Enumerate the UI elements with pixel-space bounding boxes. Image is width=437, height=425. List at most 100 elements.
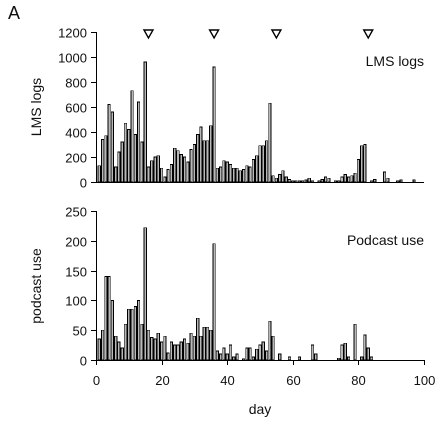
lms-bar — [294, 180, 298, 183]
lms-bar — [310, 180, 315, 183]
podcast-bar — [156, 332, 160, 361]
podcast-bar — [133, 305, 137, 361]
panel-letter: A — [8, 3, 20, 23]
lms-bar — [383, 171, 387, 183]
lms-bar — [225, 161, 229, 183]
podcast-y-ticks: 0 50 100 150 200 250 — [65, 205, 96, 369]
podcast-bar — [163, 335, 167, 361]
lms-bar — [301, 180, 305, 183]
podcast-y-tick-label: 200 — [65, 235, 87, 250]
podcast-bar — [366, 347, 370, 361]
podcast-bar — [209, 329, 213, 361]
podcast-bar — [127, 308, 131, 361]
lms-bar — [304, 179, 308, 183]
podcast-bar — [205, 326, 210, 361]
lms-bar — [248, 166, 252, 183]
podcast-bar — [353, 323, 357, 361]
lms-bar — [278, 174, 282, 183]
lms-bar — [307, 177, 311, 183]
podcast-y-tick-label: 0 — [80, 354, 87, 369]
podcast-bar — [225, 353, 229, 361]
podcast-bar — [146, 329, 151, 361]
podcast-x-tick-label: 20 — [155, 373, 169, 388]
podcast-bar — [202, 326, 206, 361]
podcast-bar — [369, 356, 374, 361]
lms-y-tick-label: 600 — [65, 101, 87, 116]
lms-bar — [219, 166, 223, 183]
lms-bar — [110, 111, 114, 183]
podcast-bar — [297, 356, 301, 361]
lms-bar — [212, 66, 216, 183]
lms-bar — [114, 166, 118, 183]
lms-bar — [163, 176, 167, 183]
podcast-bar — [196, 317, 200, 361]
podcast-bar — [346, 356, 351, 361]
lms-y-tick-label: 400 — [65, 126, 87, 141]
podcast-bar — [100, 329, 105, 361]
podcast-bar — [255, 348, 259, 361]
lms-logs-panel: 0 200 400 600 800 1000 1200 LMS logs LMS logs — [28, 26, 424, 191]
podcast-y-tick-label: 100 — [65, 294, 87, 309]
lms-bar — [261, 145, 265, 183]
lms-bar — [150, 160, 154, 183]
lms-bar — [143, 61, 147, 183]
lms-bar — [353, 172, 357, 183]
x-axis-label: day — [249, 401, 272, 417]
lms-bar — [222, 160, 226, 183]
podcast-bar — [179, 341, 183, 361]
lms-bar — [274, 177, 278, 183]
podcast-bar — [258, 344, 262, 361]
podcast-bar — [360, 356, 364, 361]
lms-bar — [343, 174, 347, 183]
lms-bar — [264, 140, 269, 183]
lms-bar — [255, 155, 259, 183]
lms-bar — [156, 155, 160, 183]
lms-y-tick-label: 1000 — [58, 51, 87, 66]
lms-y-axis-label: LMS logs — [28, 78, 44, 136]
podcast-bar — [251, 356, 256, 361]
lms-bar — [291, 180, 295, 183]
lms-bar — [104, 135, 108, 183]
lms-y-tick-label: 0 — [80, 176, 87, 191]
lms-bar — [100, 139, 105, 183]
podcast-bar — [182, 338, 187, 361]
session-marker-icon — [208, 29, 220, 40]
lms-bar — [235, 167, 239, 183]
podcast-bar — [271, 335, 275, 361]
lms-bar — [327, 177, 331, 183]
lms-y-tick-label: 1200 — [58, 26, 87, 41]
lms-bar — [412, 179, 416, 183]
podcast-y-tick-label: 150 — [65, 265, 87, 280]
lms-bar — [281, 170, 285, 183]
lms-bar — [245, 165, 249, 183]
podcast-bar — [314, 353, 318, 361]
podcast-bar — [160, 341, 164, 361]
lms-bar — [202, 140, 206, 183]
lms-bar — [337, 180, 341, 183]
lms-bar — [238, 170, 242, 183]
podcast-bar — [232, 356, 236, 361]
lms-bar — [320, 179, 324, 183]
podcast-y-tick-label: 50 — [73, 324, 87, 339]
podcast-bar — [222, 347, 226, 361]
lms-panel-title: LMS logs — [366, 53, 424, 69]
lms-bar — [356, 159, 360, 183]
podcast-bar — [110, 299, 114, 361]
lms-bar — [182, 156, 187, 183]
lms-bar — [192, 144, 196, 183]
lms-bar — [173, 147, 177, 183]
podcast-bar — [235, 353, 239, 361]
podcast-bar — [215, 350, 219, 361]
podcast-bar — [143, 227, 147, 361]
lms-bar — [179, 154, 183, 183]
podcast-bar — [242, 358, 246, 361]
lms-bar — [209, 125, 213, 183]
podcast-bar — [219, 353, 223, 361]
lms-bar — [215, 167, 219, 183]
lms-bar — [120, 141, 124, 183]
podcast-y-axis-label: podcast use — [28, 248, 44, 324]
lms-bar — [346, 176, 351, 183]
podcast-use-panel: 0 50 100 150 200 250 0 20 40 60 80 100 Podcast use… — [28, 205, 435, 418]
podcast-bar — [173, 344, 177, 361]
